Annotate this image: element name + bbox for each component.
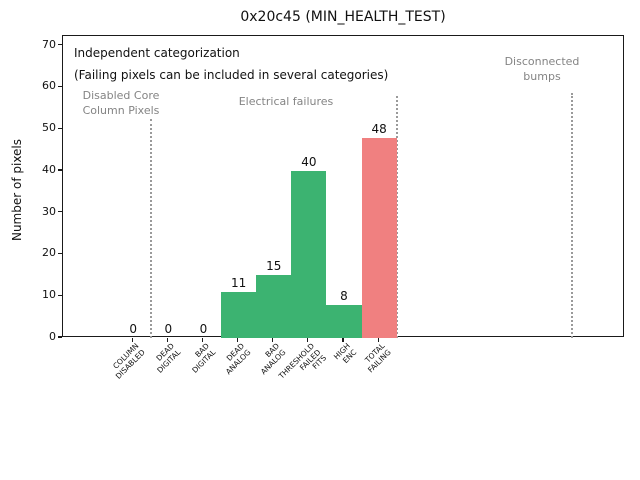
- bar-4: [256, 275, 292, 338]
- annotation-independent-categorization: Independent categorization: [74, 46, 240, 60]
- y-tick-mark: [58, 44, 62, 46]
- y-tick-label: 0: [49, 330, 56, 343]
- x-tick-label-6: HIGH ENC: [331, 341, 358, 365]
- y-tick-mark: [58, 85, 62, 87]
- y-tick-label: 10: [42, 288, 56, 302]
- y-tick-mark: [58, 211, 62, 213]
- x-tick-mark: [201, 338, 204, 342]
- bar-value-label: 0: [129, 322, 138, 336]
- y-tick-label: 70: [42, 37, 56, 51]
- y-tick-label: 20: [42, 246, 56, 260]
- y-axis-label: Number of pixels: [10, 138, 24, 242]
- zone-label-disabled-core-column-pixels: Disabled Core Column Pixels: [82, 89, 160, 117]
- separator-line-1: [395, 96, 398, 338]
- bar-value-label: 8: [340, 288, 348, 303]
- bar-value-label: 15: [266, 259, 282, 274]
- zone-label-electrical-failures: Electrical failures: [238, 95, 334, 108]
- x-tick-label-5: THRESHOLD FAILED FITS: [277, 341, 329, 381]
- x-tick-label-2: BAD DIGITAL: [190, 341, 218, 375]
- x-tick-label-1: DEAD DIGITAL: [154, 341, 183, 375]
- y-tick-label: 30: [42, 204, 56, 218]
- bar-7: [361, 137, 397, 338]
- separator-line-0: [149, 119, 152, 338]
- bar-value-label: 0: [164, 322, 173, 336]
- bar-value-label: 11: [230, 276, 247, 291]
- bar-value-label: 48: [371, 121, 387, 136]
- y-tick-mark: [58, 252, 62, 255]
- bar-3: [221, 292, 257, 338]
- y-tick-mark: [58, 127, 62, 129]
- x-tick-mark: [237, 338, 239, 342]
- x-tick-mark: [307, 338, 309, 342]
- x-tick-label-3: DEAD ANALOG: [223, 341, 253, 376]
- bar-5: [291, 170, 327, 338]
- y-tick-label: 50: [42, 121, 56, 135]
- chart-title: 0x20c45 (MIN_HEALTH_TEST): [240, 9, 446, 25]
- bar-6: [326, 304, 362, 338]
- zone-label-disconnected-bumps: Disconnected bumps: [504, 55, 580, 83]
- x-tick-mark: [342, 338, 344, 342]
- bar-value-label: 0: [199, 322, 208, 336]
- y-tick-label: 60: [42, 79, 56, 93]
- plot-area: 0 0 0 11 15 40 8 48 Independent categorization …: [62, 35, 624, 338]
- x-tick-label-0: COLUMN DISABLED: [111, 341, 147, 381]
- x-tick-label-7: TOTAL FAILING: [363, 341, 393, 375]
- bar-value-label: 40: [301, 154, 317, 169]
- separator-line-2: [571, 93, 574, 338]
- annotation-categories-note: (Failing pixels can be included in sever…: [74, 68, 389, 82]
- y-tick-mark: [58, 336, 62, 338]
- x-tick-mark: [131, 338, 133, 342]
- y-tick-label: 40: [42, 162, 56, 176]
- x-tick-mark: [272, 338, 274, 342]
- x-tick-mark: [166, 338, 168, 342]
- y-tick-mark: [58, 294, 62, 296]
- y-tick-mark: [58, 169, 62, 171]
- x-tick-mark: [377, 338, 379, 342]
